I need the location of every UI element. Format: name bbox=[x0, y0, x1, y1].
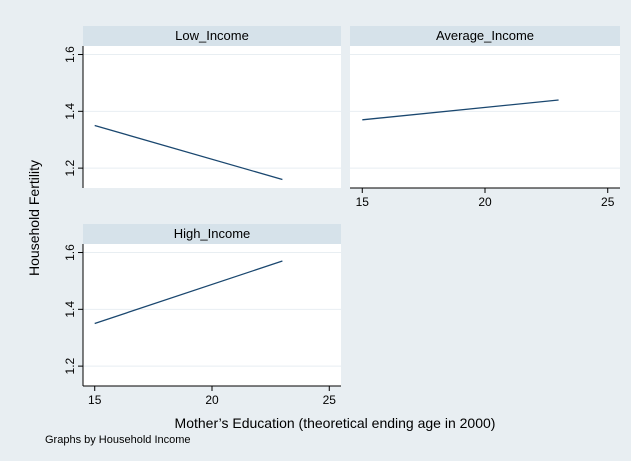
y-axis-title: Household Fertility bbox=[26, 160, 42, 276]
series-line bbox=[362, 99, 559, 121]
x-tick-label: 15 bbox=[88, 393, 102, 407]
panel-title: High_Income bbox=[174, 226, 251, 241]
by-note: Graphs by Household Income bbox=[45, 434, 191, 446]
panel-title: Low_Income bbox=[175, 28, 249, 43]
y-tick-label: 1.6 bbox=[63, 244, 77, 261]
panel-strip bbox=[83, 224, 341, 244]
y-tick-label: 1.4 bbox=[63, 301, 77, 318]
panel-strip bbox=[350, 26, 620, 46]
plot-area bbox=[83, 244, 341, 386]
x-tick-label: 25 bbox=[323, 393, 337, 407]
x-tick-label: 15 bbox=[356, 195, 370, 209]
series-line bbox=[94, 124, 283, 181]
y-tick-label: 1.2 bbox=[63, 357, 77, 374]
x-tick-label: 20 bbox=[478, 195, 492, 209]
panel-average-income: Average_Income 15 20 25 bbox=[350, 26, 620, 209]
y-tick-label: 1.2 bbox=[63, 159, 77, 176]
x-tick-label: 25 bbox=[601, 195, 615, 209]
plot-area bbox=[83, 46, 341, 188]
panel-strip bbox=[83, 26, 341, 46]
y-tick-label: 1.6 bbox=[63, 46, 77, 63]
y-tick-label: 1.4 bbox=[63, 103, 77, 120]
x-tick-label: 20 bbox=[205, 393, 219, 407]
panel-high-income: High_Income 1.2 1.4 1.6 15 20 25 bbox=[63, 224, 341, 407]
panel-low-income: Low_Income 1.2 1.4 1.6 bbox=[63, 26, 341, 188]
series-line bbox=[94, 260, 283, 325]
panel-title: Average_Income bbox=[436, 28, 534, 43]
x-axis-title: Mother’s Education (theoretical ending a… bbox=[175, 415, 496, 431]
